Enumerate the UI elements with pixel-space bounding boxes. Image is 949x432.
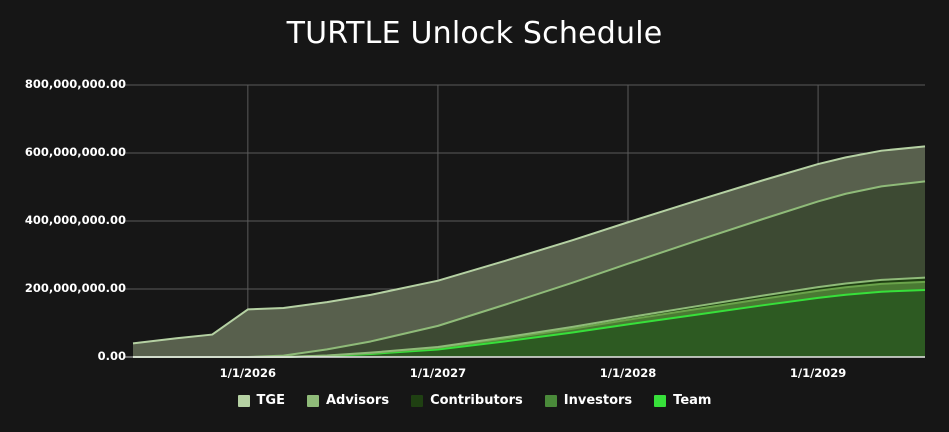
- stacked-area-series: [133, 146, 925, 357]
- legend-swatch-icon: [654, 394, 667, 407]
- legend-swatch-icon: [237, 394, 250, 407]
- x-axis-tick-label: 1/1/2026: [219, 366, 277, 380]
- y-axis-tick-label: 600,000,000.00: [24, 145, 126, 159]
- y-axis-tick-label: 800,000,000.00: [24, 77, 126, 91]
- y-axis-tick-label: 400,000,000.00: [24, 213, 126, 227]
- area-series-team: [133, 290, 925, 357]
- legend-item-tge[interactable]: TGE: [237, 393, 285, 408]
- area-series-tge: [133, 146, 925, 357]
- x-axis: 1/1/2026 1/1/2027 1/1/2028 1/1/2029: [0, 363, 949, 383]
- axis-lines: [125, 84, 925, 358]
- legend-item-label: Investors: [563, 393, 633, 408]
- y-axis: 0.00 200,000,000.00 400,000,000.00 600,000,…: [0, 0, 126, 432]
- y-axis-tick-label: 200,000,000.00: [24, 281, 126, 295]
- legend-item-label: TGE: [256, 393, 285, 408]
- area-series-contributors: [133, 277, 925, 357]
- line-series-tge: [132, 145, 926, 345]
- legend-item-label: Contributors: [430, 393, 523, 408]
- legend-item-team[interactable]: Team: [654, 393, 711, 408]
- legend-swatch-icon: [306, 394, 319, 407]
- x-axis-tick-label: 1/1/2029: [789, 366, 847, 380]
- legend-item-investors[interactable]: Investors: [544, 393, 633, 408]
- x-axis-tick-label: 1/1/2028: [599, 366, 657, 380]
- area-series-investors: [133, 281, 925, 357]
- legend-item-advisors[interactable]: Advisors: [306, 393, 390, 408]
- chart-legend: TGE Advisors Contributors Investors Team: [0, 393, 949, 408]
- legend-item-label: Team: [673, 393, 712, 408]
- y-axis-tick-label: 0.00: [97, 349, 126, 363]
- chart-title: TURTLE Unlock Schedule: [286, 16, 663, 51]
- legend-item-label: Advisors: [325, 393, 390, 408]
- area-series-advisors: [133, 181, 925, 357]
- x-axis-tick-label: 1/1/2027: [409, 366, 467, 380]
- legend-swatch-icon: [544, 394, 557, 407]
- legend-swatch-icon: [411, 394, 424, 407]
- legend-item-contributors[interactable]: Contributors: [411, 393, 523, 408]
